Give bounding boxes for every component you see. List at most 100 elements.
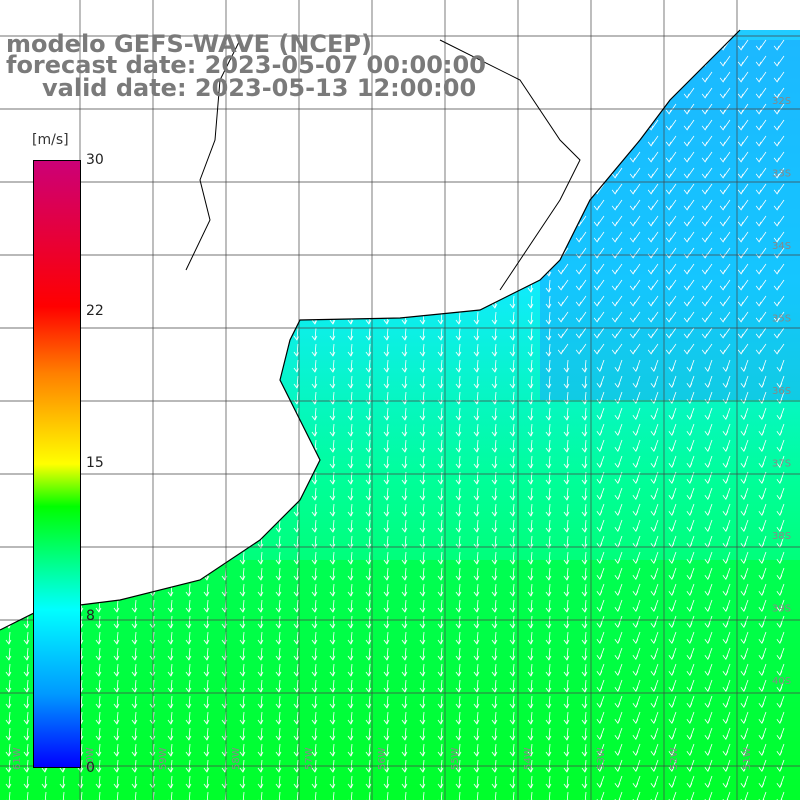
wind-arrow <box>383 791 390 800</box>
wind-arrow <box>614 423 623 437</box>
wind-arrow <box>758 503 767 517</box>
wind-arrow <box>365 455 372 469</box>
wind-arrow <box>581 375 588 389</box>
wind-arrow <box>563 615 570 629</box>
wind-arrow <box>95 711 102 725</box>
wind-arrow <box>473 695 480 709</box>
wind-arrow <box>401 583 408 597</box>
wind-arrow <box>311 535 318 549</box>
wind-arrow <box>527 295 534 309</box>
wind-arrow <box>596 647 605 661</box>
wind-arrow <box>473 567 480 581</box>
wind-arrow <box>563 407 570 421</box>
wind-arrow <box>701 295 713 307</box>
wind-arrow <box>473 487 480 501</box>
wind-arrow <box>575 295 587 307</box>
wind-arrow <box>650 407 659 421</box>
wind-arrow <box>473 727 480 741</box>
wind-arrow <box>758 615 767 629</box>
wind-arrow <box>722 663 731 677</box>
wind-arrow <box>701 215 713 227</box>
wind-arrow <box>776 647 785 661</box>
wind-arrow <box>647 167 659 179</box>
wind-arrow <box>740 695 749 709</box>
wind-arrow <box>41 775 48 789</box>
wind-arrow <box>293 359 300 373</box>
wind-arrow <box>455 423 462 437</box>
wind-arrow <box>611 279 623 291</box>
wind-arrow <box>776 791 785 800</box>
wind-arrow <box>683 167 695 179</box>
wind-arrow <box>563 519 570 533</box>
wind-arrow <box>473 775 480 789</box>
wind-arrow <box>167 727 174 741</box>
wind-arrow <box>722 407 731 421</box>
wind-arrow <box>668 551 677 565</box>
wind-arrow <box>719 343 731 355</box>
wind-arrow <box>5 775 12 789</box>
wind-arrow <box>455 439 462 453</box>
wind-arrow <box>683 327 695 339</box>
wind-arrow <box>455 519 462 533</box>
wind-arrow <box>719 55 731 67</box>
wind-arrow <box>185 743 192 757</box>
wind-arrow <box>437 455 444 469</box>
wind-arrow <box>293 695 300 709</box>
wind-arrow <box>311 631 318 645</box>
wind-arrow <box>596 711 605 725</box>
wind-arrow <box>776 391 785 405</box>
wind-arrow <box>647 199 659 211</box>
wind-arrow <box>347 791 354 800</box>
wind-arrow <box>614 359 623 373</box>
wind-arrow <box>596 407 605 421</box>
wind-arrow <box>311 615 318 629</box>
wind-arrow <box>437 647 444 661</box>
wind-arrow <box>293 567 300 581</box>
wind-arrow <box>773 311 785 323</box>
wind-arrow <box>701 343 713 355</box>
wind-arrow <box>347 647 354 661</box>
wind-arrow <box>545 487 552 501</box>
wind-arrow <box>473 455 480 469</box>
wind-arrow <box>650 679 659 693</box>
wind-arrow <box>455 551 462 565</box>
wind-arrow <box>563 679 570 693</box>
wind-arrow <box>401 679 408 693</box>
wind-arrow <box>776 423 785 437</box>
wind-arrow <box>383 727 390 741</box>
wind-arrow <box>737 327 749 339</box>
wind-arrow <box>563 695 570 709</box>
wind-arrow <box>665 135 677 147</box>
wind-arrow <box>596 759 605 773</box>
wind-arrow <box>509 455 516 469</box>
wind-arrow <box>704 727 713 741</box>
wind-arrow <box>596 727 605 741</box>
wind-arrow <box>419 615 426 629</box>
wind-arrow <box>704 663 713 677</box>
border-line <box>185 39 241 271</box>
wind-arrow <box>77 775 84 789</box>
wind-arrow <box>722 359 731 373</box>
wind-arrow <box>704 759 713 773</box>
wind-arrow <box>632 359 641 373</box>
wind-arrow <box>527 439 534 453</box>
wind-arrow <box>275 567 282 581</box>
wind-arrow <box>581 647 588 661</box>
wind-arrow <box>239 583 246 597</box>
wind-arrow <box>311 567 318 581</box>
wind-arrow <box>719 167 731 179</box>
wind-arrow <box>596 679 605 693</box>
wind-arrow <box>5 743 12 757</box>
wind-arrow <box>665 231 677 243</box>
wind-arrow <box>683 295 695 307</box>
wind-arrow <box>545 695 552 709</box>
wind-arrow <box>758 599 767 613</box>
wind-arrow <box>275 663 282 677</box>
wind-arrow <box>668 663 677 677</box>
wind-arrow <box>365 727 372 741</box>
wind-arrow <box>527 567 534 581</box>
wind-arrow <box>668 743 677 757</box>
wind-arrow <box>473 743 480 757</box>
wind-arrow <box>581 487 588 501</box>
wind-arrow <box>113 663 120 677</box>
